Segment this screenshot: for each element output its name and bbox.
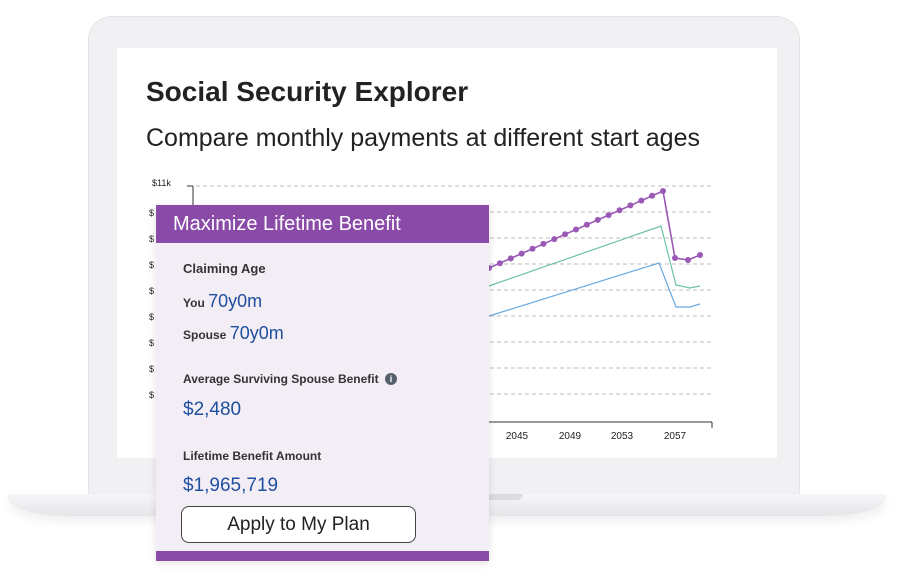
spouse-label: Spouse (183, 328, 227, 342)
y-tick-label-stub: $ (149, 234, 154, 244)
y-tick-label-stub: $ (149, 312, 154, 322)
y-tick-label-stub: $ (149, 390, 154, 400)
series-purple-point (496, 260, 503, 267)
series-purple-point (562, 231, 569, 238)
series-purple-point (672, 255, 678, 261)
series-purple-point (529, 245, 536, 252)
series-purple-point (627, 202, 634, 209)
x-tick-label-2057: 2057 (664, 431, 687, 442)
app-title: Social Security Explorer (146, 76, 469, 107)
info-icon[interactable]: i (384, 373, 397, 385)
y-tick-label-top: $11k (152, 178, 171, 188)
strategy-card: Maximize Lifetime Benefit Claiming Age Y… (156, 205, 489, 561)
y-tick-label-stub: $ (149, 208, 154, 218)
series-purple-point (649, 192, 656, 199)
series-purple-point (685, 257, 691, 263)
series-purple-point (638, 197, 645, 204)
lifetime-benefit-label: Lifetime Benefit Amount (183, 449, 322, 463)
series-purple-point (540, 240, 547, 247)
spouse-claiming-age: Spouse 70y0m (183, 323, 284, 344)
strategy-card-header: Maximize Lifetime Benefit (156, 205, 489, 243)
you-claiming-age-value: 70y0m (208, 291, 263, 311)
you-claiming-age: You 70y0m (183, 291, 262, 312)
series-line-green (488, 225, 701, 289)
series-purple-points (486, 188, 703, 271)
lifetime-benefit-value: $1,965,719 (183, 475, 279, 496)
series-line-blue (488, 262, 701, 317)
series-purple-point (660, 188, 666, 194)
x-tick-label-2045: 2045 (506, 431, 529, 442)
x-tick-label-2053: 2053 (611, 431, 634, 442)
y-tick-label-stub: $ (149, 286, 154, 296)
y-tick-label-stub: $ (149, 260, 154, 270)
strategy-card-footer (156, 551, 489, 561)
you-label: You (183, 296, 205, 310)
series-purple-point (697, 252, 703, 258)
x-tick-label-2049: 2049 (559, 431, 582, 442)
surviving-spouse-benefit-value: $2,480 (183, 399, 242, 420)
surviving-spouse-benefit-label: Average Surviving Spouse Benefit i (183, 372, 397, 386)
series-purple-point (518, 250, 525, 257)
series-purple-point (605, 212, 612, 219)
series-purple-point (507, 255, 514, 262)
series-purple-point (616, 207, 623, 214)
app-subtitle: Compare monthly payments at different st… (146, 124, 700, 152)
surviving-spouse-benefit-text: Average Surviving Spouse Benefit (183, 372, 379, 386)
claiming-age-label: Claiming Age (183, 261, 266, 276)
series-purple-point (594, 216, 601, 223)
y-tick-stubs: $ $ $ $ $ $ $ $ (149, 208, 154, 400)
spouse-claiming-age-value: 70y0m (229, 323, 284, 343)
series-purple-point (573, 226, 579, 233)
y-tick-label-stub: $ (149, 338, 154, 348)
apply-to-plan-button[interactable]: Apply to My Plan (181, 506, 416, 543)
y-tick-label-stub: $ (149, 364, 154, 374)
series-purple-point (583, 221, 590, 228)
series-purple-point (551, 236, 558, 243)
